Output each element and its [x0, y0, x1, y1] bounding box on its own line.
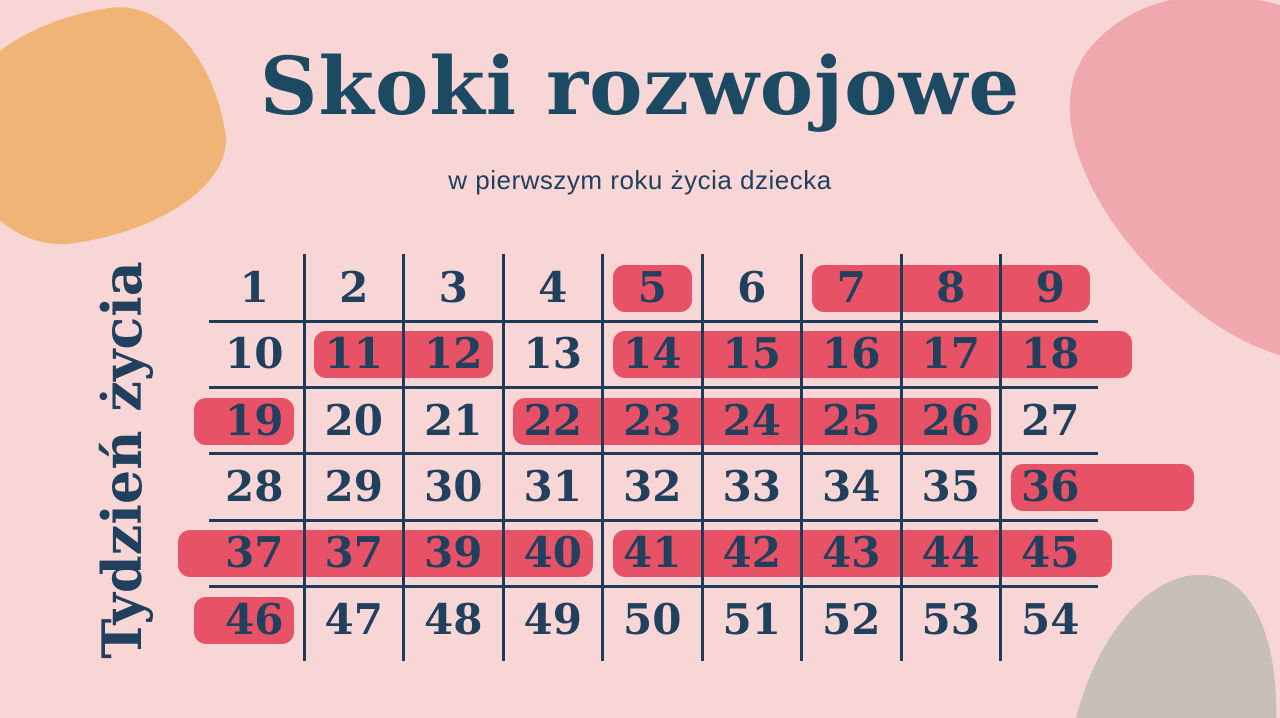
highlight-pill [811, 265, 1090, 312]
week-cell: 41 [623, 528, 682, 578]
highlight-pill [1010, 463, 1194, 511]
grid-vertical-line [501, 254, 505, 661]
highlight-pill [612, 265, 692, 312]
week-cell: 25 [822, 395, 881, 445]
week-cell: 34 [822, 462, 881, 512]
week-cell: 13 [523, 329, 582, 379]
highlight-pill [177, 530, 593, 578]
week-cell: 1 [239, 263, 269, 313]
grid-horizontal-line [209, 452, 1098, 456]
week-cell: 40 [523, 528, 582, 578]
week-cell: 39 [424, 528, 483, 578]
week-cell: 11 [324, 329, 383, 379]
week-cell: 3 [438, 263, 468, 313]
week-cell: 6 [737, 263, 767, 313]
week-cell: 37 [324, 528, 383, 578]
week-cell: 44 [921, 528, 980, 578]
page-title: Skoki rozwojowe [259, 39, 1021, 133]
highlight-pill [193, 397, 294, 445]
page-subtitle: w pierwszym roku życia dziecka [448, 165, 832, 195]
grid-horizontal-line [209, 386, 1098, 390]
week-cell: 36 [1021, 462, 1080, 512]
week-cell: 20 [324, 395, 383, 445]
week-cell: 12 [424, 329, 483, 379]
grid-vertical-line [800, 254, 803, 661]
week-cell: 37 [225, 528, 284, 578]
week-cell: 7 [836, 263, 866, 313]
highlight-pill [612, 331, 1132, 379]
week-cell: 21 [424, 395, 483, 445]
grid-vertical-line [402, 254, 405, 661]
week-cell: 53 [921, 594, 980, 644]
highlight-pill [193, 596, 294, 644]
grid-horizontal-line [209, 585, 1098, 589]
week-cell: 51 [722, 594, 781, 644]
grid-horizontal-line [209, 319, 1098, 323]
week-cell: 16 [822, 329, 881, 379]
week-cell: 22 [523, 395, 582, 445]
grid-vertical-line [999, 254, 1002, 661]
week-cell: 48 [424, 594, 483, 644]
week-cell: 15 [722, 329, 781, 379]
week-cell: 45 [1021, 528, 1080, 578]
week-cell: 28 [225, 462, 284, 512]
grid-horizontal-line [209, 518, 1098, 522]
week-cell: 27 [1021, 395, 1080, 445]
week-cell: 17 [921, 329, 980, 379]
week-cell: 31 [523, 462, 582, 512]
week-cell: 18 [1021, 329, 1080, 379]
week-cell: 26 [921, 395, 980, 445]
week-cell: 43 [822, 528, 881, 578]
week-cell: 54 [1021, 594, 1080, 644]
week-cell: 5 [637, 263, 667, 313]
week-cell: 24 [722, 395, 781, 445]
grid-vertical-line [302, 254, 306, 661]
grid-vertical-line [700, 254, 704, 661]
week-cell: 9 [1035, 263, 1065, 313]
week-cell: 35 [921, 462, 980, 512]
week-cell: 2 [339, 263, 369, 313]
week-cell: 47 [324, 594, 383, 644]
highlight-pill [513, 397, 991, 445]
week-cell: 52 [822, 594, 881, 644]
week-cell: 42 [722, 528, 781, 578]
week-cell: 30 [424, 462, 483, 512]
week-cell: 33 [722, 462, 781, 512]
grid-vertical-line [899, 254, 903, 661]
week-cell: 19 [225, 395, 284, 445]
highlight-pill [612, 530, 1112, 578]
week-cell: 50 [623, 594, 682, 644]
grid-vertical-line [601, 254, 604, 661]
week-cell: 14 [623, 329, 682, 379]
week-cell: 8 [936, 263, 966, 313]
week-cell: 10 [225, 329, 284, 379]
week-cell: 49 [523, 594, 582, 644]
week-cell: 4 [538, 263, 568, 313]
week-cell: 46 [225, 594, 284, 644]
week-cell: 32 [623, 462, 682, 512]
week-cell: 29 [324, 462, 383, 512]
week-cell: 23 [623, 395, 682, 445]
